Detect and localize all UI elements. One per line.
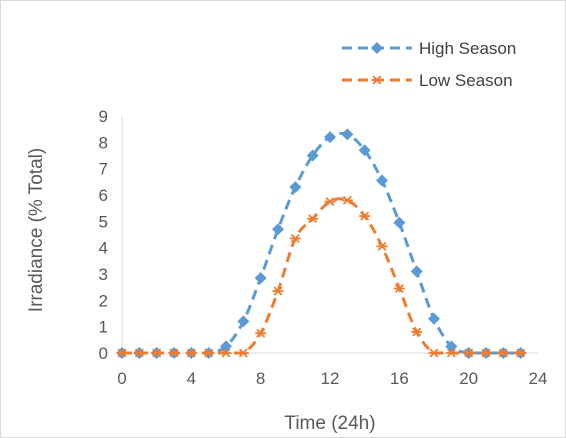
- y-axis-title: Irradiance (% Total): [26, 148, 47, 312]
- data-point: [272, 286, 284, 296]
- data-point: [220, 348, 232, 358]
- data-point: [185, 348, 197, 358]
- data-point: [237, 348, 249, 358]
- x-axis-title: Time (24h): [284, 413, 375, 434]
- legend: High Season Low Season: [342, 39, 516, 90]
- data-point: [203, 348, 215, 358]
- data-point: [376, 241, 388, 251]
- series-layer: [116, 128, 527, 359]
- y-tick-label: 5: [99, 212, 108, 231]
- x-tick-label: 16: [390, 369, 409, 388]
- data-point: [306, 149, 319, 162]
- y-tick-label: 2: [99, 291, 108, 310]
- x-tick-label: 0: [117, 369, 126, 388]
- data-point: [116, 348, 128, 358]
- x-tick-label: 12: [321, 369, 340, 388]
- data-point: [237, 315, 250, 328]
- y-tick-label: 7: [99, 160, 108, 179]
- data-point: [463, 348, 475, 358]
- data-point: [324, 131, 336, 144]
- x-tick-label: 20: [459, 369, 478, 388]
- x-tick-label: 4: [187, 369, 196, 388]
- y-tick-label: 9: [99, 107, 108, 126]
- data-point: [255, 328, 267, 338]
- y-tick-label: 4: [99, 239, 108, 258]
- legend-label: Low Season: [419, 71, 513, 90]
- y-tick-label: 6: [99, 186, 108, 205]
- x-tick-label: 24: [529, 369, 548, 388]
- y-tick-label: 3: [99, 265, 108, 284]
- data-point: [324, 197, 336, 207]
- data-point: [151, 348, 163, 358]
- data-point: [428, 348, 440, 358]
- data-point: [393, 216, 406, 229]
- data-point: [411, 327, 423, 337]
- y-tick-label: 0: [99, 344, 108, 363]
- data-point: [428, 312, 440, 325]
- data-point: [358, 144, 371, 157]
- legend-marker: [371, 42, 383, 54]
- y-tick-label: 1: [99, 318, 108, 337]
- legend-marker: [371, 75, 383, 85]
- x-tick-label: 8: [256, 369, 265, 388]
- data-point: [393, 283, 405, 293]
- data-point: [341, 195, 353, 205]
- data-point: [445, 348, 457, 358]
- data-point: [497, 348, 509, 358]
- y-tick-label: 8: [99, 133, 108, 152]
- legend-label: High Season: [419, 39, 516, 58]
- data-point: [515, 348, 527, 358]
- legend-item: Low Season: [342, 71, 513, 90]
- data-point: [359, 211, 371, 221]
- data-point: [289, 181, 302, 194]
- series-low-season: [116, 195, 527, 358]
- legend-item: High Season: [342, 39, 516, 58]
- data-point: [272, 223, 284, 236]
- data-point: [254, 271, 267, 284]
- data-point: [133, 348, 145, 358]
- data-point: [307, 214, 319, 224]
- data-point: [480, 348, 492, 358]
- data-point: [289, 233, 301, 243]
- data-point: [410, 265, 423, 278]
- data-point: [168, 348, 180, 358]
- data-point: [341, 128, 354, 141]
- data-point: [376, 174, 388, 187]
